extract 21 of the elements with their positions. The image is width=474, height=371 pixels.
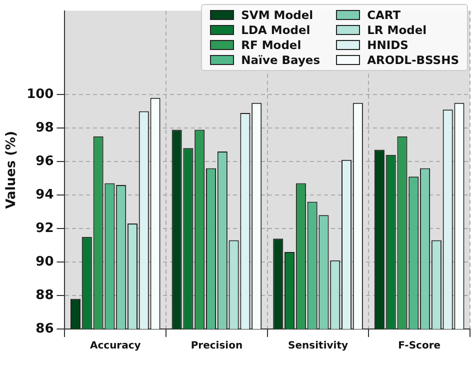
y-tick-label: 98: [36, 120, 54, 136]
x-tick-label: Accuracy: [90, 340, 142, 352]
legend-label: Naïve Bayes: [241, 53, 320, 67]
y-tick-label: 96: [36, 154, 54, 169]
legend-label: LR Model: [367, 23, 427, 37]
x-tick-label: F-Score: [398, 340, 441, 352]
y-tick-label: 94: [36, 187, 54, 202]
y-tick-label: 90: [36, 254, 54, 270]
y-tick-label: 92: [36, 220, 54, 236]
x-tick-label: Sensitivity: [288, 340, 348, 352]
legend-label: ARODL-BSSHS: [367, 53, 459, 67]
legend-label: LDA Model: [241, 23, 310, 37]
x-tick-label: Precision: [190, 340, 243, 352]
legend-label: RF Model: [241, 38, 302, 52]
y-axis-title: Values (%): [4, 130, 20, 209]
y-tick-label: 88: [36, 288, 54, 303]
y-tick-label: 86: [36, 321, 54, 336]
y-tick-label: 100: [26, 86, 54, 102]
legend-label: CART: [367, 8, 401, 22]
legend-label: HNIDS: [367, 38, 408, 52]
legend-label: SVM Model: [241, 8, 314, 22]
